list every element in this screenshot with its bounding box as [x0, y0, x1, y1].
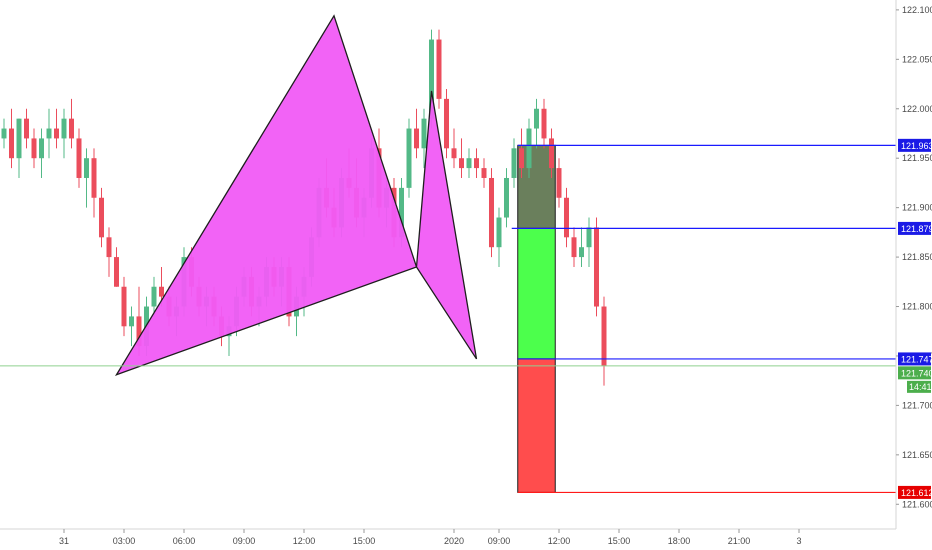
countdown-badge-text: 14:41 [909, 382, 932, 392]
level-price-badge [898, 221, 931, 235]
candle-body [436, 39, 442, 99]
current-price-badge-text: 121.740 [901, 368, 932, 378]
candle-body [76, 138, 82, 178]
y-tick-label: 121.950 [902, 153, 932, 163]
x-tick-label: 21:00 [728, 536, 751, 546]
candle-body [39, 138, 44, 159]
time-axis[interactable]: 31 03:00 06:00 09:00 12:00 15:00 2020 09:00 12:0… [59, 529, 802, 546]
candle-body [526, 128, 532, 169]
target-zone[interactable] [517, 227, 556, 360]
candle-body [451, 148, 457, 159]
countdown-badge [907, 380, 931, 393]
y-tick-label: 121.900 [902, 203, 932, 213]
candle-body [106, 237, 112, 258]
stop-price-badge [898, 485, 931, 499]
y-tick-label: 121.650 [902, 450, 932, 460]
candle-body [84, 158, 89, 178]
candle-body [459, 158, 464, 169]
candle-body [151, 286, 157, 307]
candle-body [61, 118, 67, 139]
candle-body [511, 148, 517, 178]
candle-body [601, 306, 607, 366]
candle-body [24, 118, 29, 139]
candle-body [31, 138, 37, 159]
level-price-badge [898, 352, 931, 366]
candle-body [594, 227, 599, 307]
x-tick-label: 2020 [444, 536, 464, 546]
candle-body [481, 168, 487, 178]
candle-body [91, 158, 97, 198]
level-price-badge-text: 121.879 [901, 224, 932, 234]
candle-body [579, 247, 584, 258]
candle-body [399, 187, 404, 238]
candle-body [421, 118, 427, 149]
candle-body [159, 286, 164, 297]
candle-body [414, 128, 419, 149]
x-tick-label: 09:00 [488, 536, 511, 546]
y-tick-label: 122.000 [902, 104, 932, 114]
y-tick-label: 121.700 [902, 400, 932, 410]
candle-body [586, 227, 592, 248]
candle-body [129, 316, 134, 327]
candle-body [121, 286, 127, 327]
x-tick-label: 18:00 [668, 536, 691, 546]
candle-body [9, 128, 14, 159]
y-tick-label: 121.600 [902, 499, 932, 509]
candle-body [534, 108, 539, 129]
x-tick-label: 15:00 [353, 536, 376, 546]
level-price-badge-text: 121.963 [901, 141, 932, 151]
candle-body [406, 128, 412, 188]
candle-body [136, 316, 142, 347]
x-tick-label: 03:00 [113, 536, 136, 546]
stop-loss-zone[interactable] [517, 358, 556, 493]
y-tick-label: 122.050 [902, 54, 932, 64]
price-axis-background[interactable] [896, 0, 932, 550]
candle-body [504, 177, 509, 218]
candle-body [466, 158, 472, 169]
candle-body [549, 138, 554, 169]
candle-body [1, 128, 7, 139]
candle-body [444, 98, 449, 149]
pattern-triangle[interactable] [415, 90, 478, 360]
candle-body [556, 168, 562, 198]
candle-body [564, 197, 569, 238]
level-price-badge [898, 138, 931, 152]
x-tick-label: 31 [59, 536, 69, 546]
candle-body [571, 237, 577, 258]
x-tick-label: 15:00 [608, 536, 631, 546]
candle-body [46, 128, 52, 139]
harmonic-pattern[interactable] [114, 14, 478, 376]
x-tick-label: 3 [796, 536, 801, 546]
x-tick-label: 09:00 [233, 536, 256, 546]
candle-body [69, 118, 74, 139]
pattern-triangle[interactable] [114, 14, 418, 376]
candle-body [496, 217, 502, 248]
candle-body [429, 39, 434, 119]
candle-body [99, 197, 104, 238]
x-tick-label: 12:00 [548, 536, 571, 546]
candle-body [541, 108, 547, 139]
x-tick-label: 06:00 [173, 536, 196, 546]
candle-body [54, 128, 59, 139]
candle-body [474, 158, 479, 169]
level-lines[interactable] [0, 144, 896, 494]
x-tick-label: 12:00 [293, 536, 316, 546]
candle-body [114, 257, 119, 287]
candle-body [489, 177, 494, 248]
position-zones[interactable] [517, 144, 556, 493]
current-price-badge [898, 366, 931, 380]
stop-price-badge-text: 121.612 [901, 488, 932, 498]
candle-body [519, 148, 524, 169]
candle-body [16, 118, 22, 159]
y-tick-label: 121.850 [902, 252, 932, 262]
y-tick-label: 122.100 [902, 5, 932, 15]
y-tick-label: 121.800 [902, 302, 932, 312]
price-badges: 121.963 121.879 121.747 121.612 121.740 14:41 [898, 138, 932, 499]
level-price-badge-text: 121.747 [901, 354, 932, 364]
